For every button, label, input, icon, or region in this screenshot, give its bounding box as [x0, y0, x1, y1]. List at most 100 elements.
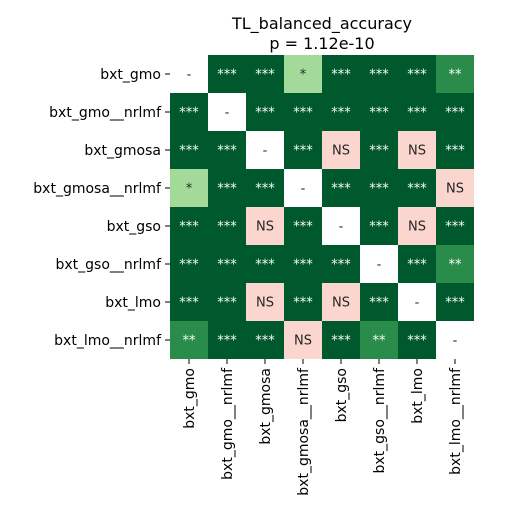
cell-label: *** — [331, 182, 351, 197]
cell-label: ** — [183, 334, 197, 349]
row-label: bxt_gmosa__nrlmf — [33, 181, 162, 197]
column-labels: bxt_gmo bxt_gmo__nrlmf bxt_gmosa bxt_gmosa_… — [182, 359, 464, 496]
heatmap-cell — [170, 207, 208, 245]
heatmap-cell — [284, 245, 322, 283]
cell-label: NS — [332, 144, 350, 159]
cell-label: *** — [217, 258, 237, 273]
heatmap-cell — [246, 55, 284, 93]
heatmap-cell — [436, 321, 474, 359]
cell-label: *** — [331, 334, 351, 349]
cell-label: *** — [255, 106, 275, 121]
heatmap-cell — [246, 207, 284, 245]
cell-label: *** — [369, 182, 389, 197]
heatmap-cell — [284, 55, 322, 93]
heatmap-cell — [360, 283, 398, 321]
cell-label: - — [263, 144, 268, 159]
heatmap-cell — [246, 131, 284, 169]
cell-label: *** — [179, 106, 199, 121]
column-label: bxt_gmosa — [258, 368, 274, 445]
column-label: bxt_gmo__nrlmf — [220, 367, 236, 480]
heatmap-cell — [170, 245, 208, 283]
heatmap-cell — [208, 93, 246, 131]
cell-label: *** — [293, 106, 313, 121]
heatmap-cell — [246, 245, 284, 283]
heatmap-cell — [360, 93, 398, 131]
column-label: bxt_lmo__nrlmf — [448, 367, 464, 475]
heatmap-cell — [360, 169, 398, 207]
heatmap-cell — [208, 55, 246, 93]
heatmap-cell — [398, 169, 436, 207]
cell-label: NS — [256, 296, 274, 311]
heatmap-cell — [284, 207, 322, 245]
cell-label: * — [186, 182, 193, 197]
column-label: bxt_gso__nrlmf — [372, 367, 388, 474]
heatmap-cells: - *** *** * *** *** *** ***** - *** *** *** *** *** **… — [170, 55, 474, 359]
row-label: bxt_gmo__nrlmf — [49, 105, 162, 121]
heatmap-cell — [284, 93, 322, 131]
cell-label: - — [187, 68, 192, 83]
cell-label: *** — [255, 258, 275, 273]
chart-subtitle: p = 1.12e-10 — [269, 34, 374, 53]
cell-label: *** — [407, 68, 427, 83]
heatmap-cell — [398, 245, 436, 283]
cell-label: NS — [408, 144, 426, 159]
column-label: bxt_gmosa__nrlmf — [296, 367, 312, 496]
heatmap-cell — [284, 169, 322, 207]
cell-label: *** — [217, 220, 237, 235]
heatmap-cell — [246, 93, 284, 131]
heatmap-cell — [246, 169, 284, 207]
cell-label: *** — [369, 144, 389, 159]
heatmap-cell — [360, 245, 398, 283]
row-labels: bxt_gmo bxt_gmo__nrlmf bxt_gmosa bxt_gmosa_… — [33, 67, 170, 349]
cell-label: *** — [331, 106, 351, 121]
cell-label: *** — [179, 220, 199, 235]
heatmap-cell — [436, 283, 474, 321]
cell-label: *** — [293, 296, 313, 311]
row-label: bxt_gmosa — [84, 143, 161, 159]
row-label: bxt_gso__nrlmf — [56, 257, 163, 273]
cell-label: *** — [407, 182, 427, 197]
heatmap-cell — [170, 93, 208, 131]
cell-label: *** — [217, 296, 237, 311]
heatmap-cell — [398, 93, 436, 131]
heatmap-cell — [436, 55, 474, 93]
cell-label: *** — [255, 334, 275, 349]
cell-label: *** — [217, 182, 237, 197]
chart-title: TL_balanced_accuracy — [231, 14, 412, 34]
cell-label: ** — [373, 334, 387, 349]
heatmap-cell — [398, 55, 436, 93]
row-label: bxt_lmo__nrlmf — [54, 333, 162, 349]
heatmap-cell — [208, 207, 246, 245]
heatmap-cell — [436, 207, 474, 245]
cell-label: NS — [332, 296, 350, 311]
heatmap-cell — [360, 321, 398, 359]
heatmap-cell — [246, 321, 284, 359]
heatmap-cell — [170, 169, 208, 207]
heatmap-cell — [398, 131, 436, 169]
column-label: bxt_lmo — [410, 368, 426, 424]
heatmap-cell — [322, 131, 360, 169]
cell-label: *** — [179, 258, 199, 273]
cell-label: *** — [445, 106, 465, 121]
heatmap-cell — [322, 283, 360, 321]
heatmap-cell — [322, 55, 360, 93]
cell-label: ** — [449, 258, 463, 273]
heatmap-cell — [208, 321, 246, 359]
cell-label: *** — [445, 296, 465, 311]
cell-label: *** — [407, 258, 427, 273]
cell-label: - — [301, 182, 306, 197]
cell-label: *** — [293, 144, 313, 159]
cell-label: - — [415, 296, 420, 311]
cell-label: *** — [445, 220, 465, 235]
heatmap-cell — [360, 55, 398, 93]
cell-label: NS — [256, 220, 274, 235]
heatmap-cell — [284, 321, 322, 359]
cell-label: *** — [217, 68, 237, 83]
cell-label: * — [300, 68, 307, 83]
cell-label: *** — [217, 334, 237, 349]
heatmap-cell — [170, 55, 208, 93]
heatmap-cell — [398, 283, 436, 321]
cell-label: ** — [449, 68, 463, 83]
cell-label: - — [225, 106, 230, 121]
